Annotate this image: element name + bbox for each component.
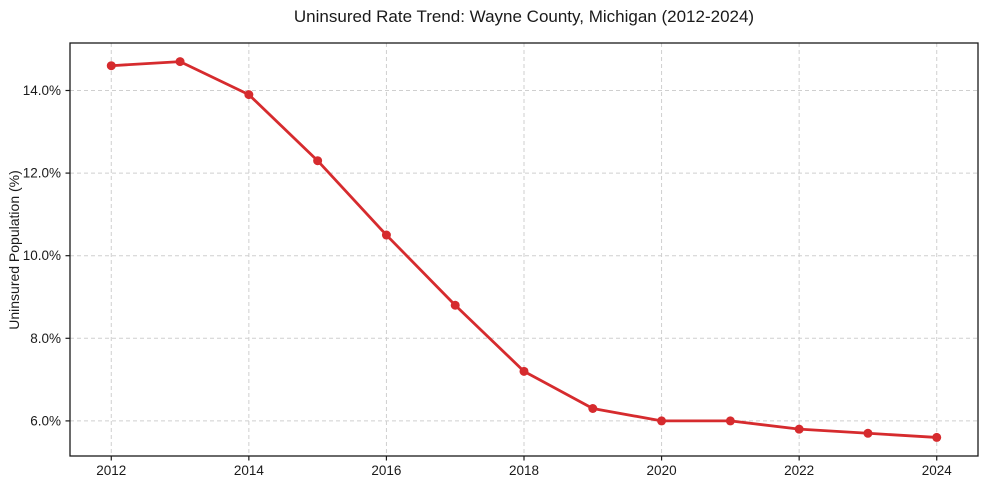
chart-title: Uninsured Rate Trend: Wayne County, Mich…	[293, 7, 755, 26]
data-point	[725, 416, 735, 426]
y-tick-label: 14.0%	[23, 83, 61, 98]
x-tick-label: 2024	[922, 463, 953, 478]
y-tick-label: 12.0%	[23, 166, 61, 181]
x-tick-label: 2018	[509, 463, 539, 478]
x-tick-label: 2022	[784, 463, 814, 478]
data-point	[932, 432, 942, 442]
x-tick-label: 2014	[234, 463, 265, 478]
x-tick-label: 2012	[96, 463, 126, 478]
x-tick-label: 2016	[371, 463, 401, 478]
data-point	[519, 366, 529, 376]
y-tick-label: 8.0%	[30, 331, 61, 346]
y-tick-label: 6.0%	[30, 413, 61, 428]
data-point	[450, 300, 460, 310]
data-point	[588, 404, 598, 414]
data-point	[244, 90, 254, 100]
y-tick-label: 10.0%	[23, 248, 61, 263]
data-point	[794, 424, 804, 434]
data-point	[381, 230, 391, 240]
data-point	[175, 57, 185, 67]
data-point	[106, 61, 116, 71]
data-point	[657, 416, 667, 426]
data-point	[313, 156, 323, 166]
data-point	[863, 428, 873, 438]
x-tick-label: 2020	[647, 463, 677, 478]
